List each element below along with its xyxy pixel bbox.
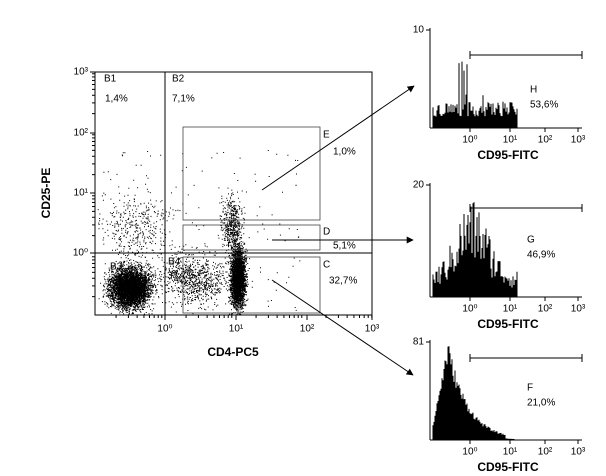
hist-x-tick-label: 10² bbox=[538, 304, 553, 315]
x-tick-label: 10³ bbox=[365, 324, 380, 335]
hist-ymax: 20 bbox=[413, 180, 425, 191]
arrow bbox=[271, 279, 414, 376]
hist-x-tick-label: 10¹ bbox=[503, 447, 518, 458]
hist-x-label: CD95-FITC bbox=[477, 148, 539, 162]
gate-label: E bbox=[323, 130, 330, 141]
arrow bbox=[261, 85, 415, 191]
histogram bbox=[432, 346, 515, 440]
x-tick-label: 10² bbox=[300, 324, 315, 335]
hist-percent: 46,9% bbox=[527, 250, 555, 261]
hist-gate-label: G bbox=[527, 235, 535, 246]
y-tick-label: 10¹ bbox=[74, 188, 89, 199]
gate-label: C bbox=[323, 260, 330, 271]
hist-x-tick-label: 10³ bbox=[571, 447, 586, 458]
x-axis-label: CD4-PC5 bbox=[207, 345, 259, 359]
gate-percent: 7,1% bbox=[172, 94, 195, 105]
histogram bbox=[432, 61, 518, 128]
hist-x-tick-label: 10² bbox=[538, 135, 553, 146]
hist-ymax: 81 bbox=[413, 337, 425, 348]
hist-x-label: CD95-FITC bbox=[477, 317, 539, 331]
hist-percent: 21,0% bbox=[527, 398, 555, 409]
dot-plot bbox=[97, 150, 301, 315]
gate-box bbox=[182, 256, 321, 314]
hist-x-tick-label: 10⁰ bbox=[462, 304, 477, 315]
hist-x-label: CD95-FITC bbox=[477, 460, 539, 474]
hist-x-tick-label: 10³ bbox=[571, 304, 586, 315]
gate-percent: 32,7% bbox=[329, 276, 357, 287]
hist-x-tick-label: 10⁰ bbox=[462, 135, 477, 146]
gate-label: B1 bbox=[104, 74, 117, 85]
gate-box bbox=[182, 126, 321, 221]
hist-gate-label: H bbox=[530, 85, 537, 96]
x-tick-label: 10⁰ bbox=[157, 324, 172, 335]
hist-x-tick-label: 10⁰ bbox=[462, 447, 477, 458]
gate-label: B2 bbox=[172, 74, 185, 85]
y-tick-label: 10⁰ bbox=[73, 248, 88, 259]
histogram bbox=[432, 202, 518, 297]
gate-percent: 5,1% bbox=[333, 241, 356, 252]
y-tick-label: 10² bbox=[74, 128, 89, 139]
hist-x-tick-label: 10¹ bbox=[503, 135, 518, 146]
gate-percent: 33,7% bbox=[167, 271, 195, 282]
x-tick-label: 10¹ bbox=[229, 324, 244, 335]
gate-percent: 1,0% bbox=[333, 147, 356, 158]
gate-label: B4 bbox=[168, 257, 181, 268]
hist-x-tick-label: 10¹ bbox=[503, 304, 518, 315]
gate-label: D bbox=[323, 227, 330, 238]
gate-label: B3 bbox=[110, 262, 123, 273]
hist-ymax: 10 bbox=[413, 25, 425, 36]
gate-percent: 1,4% bbox=[105, 94, 128, 105]
dots bbox=[97, 150, 301, 315]
gate-box bbox=[182, 224, 321, 251]
hist-x-tick-label: 10³ bbox=[571, 135, 586, 146]
y-tick-label: 10³ bbox=[74, 67, 89, 78]
y-axis-label: CD25-PE bbox=[39, 168, 53, 219]
hist-gate-label: F bbox=[527, 383, 533, 394]
hist-percent: 53,6% bbox=[530, 100, 558, 111]
hist-x-tick-label: 10² bbox=[538, 447, 553, 458]
